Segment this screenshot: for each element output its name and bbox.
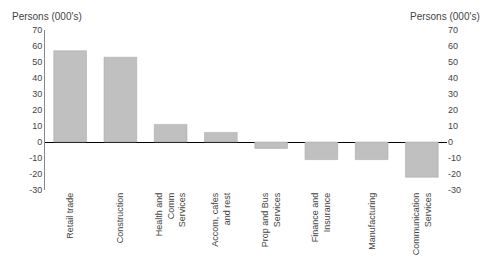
svg-text:20: 20 — [32, 105, 42, 115]
svg-text:70: 70 — [32, 25, 42, 35]
svg-text:30: 30 — [32, 89, 42, 99]
svg-text:-30: -30 — [29, 185, 42, 195]
svg-text:-20: -20 — [29, 169, 42, 179]
svg-text:70: 70 — [448, 25, 458, 35]
svg-text:-30: -30 — [448, 185, 461, 195]
svg-text:10: 10 — [448, 121, 458, 131]
svg-text:-10: -10 — [448, 153, 461, 163]
svg-text:20: 20 — [448, 105, 458, 115]
svg-text:CommunicationServices: CommunicationServices — [411, 192, 433, 255]
svg-text:10: 10 — [32, 121, 42, 131]
svg-text:50: 50 — [32, 57, 42, 67]
svg-text:Persons (000's): Persons (000's) — [12, 11, 82, 22]
svg-text:Construction: Construction — [115, 193, 125, 244]
svg-text:Health andCommServices: Health andCommServices — [154, 192, 187, 236]
svg-text:30: 30 — [448, 89, 458, 99]
svg-text:0: 0 — [448, 137, 453, 147]
svg-text:40: 40 — [32, 73, 42, 83]
svg-text:Prop and BusServices: Prop and BusServices — [260, 192, 282, 247]
svg-text:Manufacturing: Manufacturing — [367, 193, 377, 250]
svg-text:Finance andInsurance: Finance andInsurance — [310, 193, 332, 243]
svg-text:0: 0 — [37, 137, 42, 147]
svg-text:Persons (000's): Persons (000's) — [410, 11, 480, 22]
svg-text:50: 50 — [448, 57, 458, 67]
svg-text:-10: -10 — [29, 153, 42, 163]
svg-text:Retail trade: Retail trade — [65, 193, 75, 239]
svg-text:60: 60 — [32, 41, 42, 51]
svg-text:40: 40 — [448, 73, 458, 83]
svg-text:Accom, cafesand rest: Accom, cafesand rest — [210, 192, 232, 247]
svg-text:60: 60 — [448, 41, 458, 51]
svg-text:-20: -20 — [448, 169, 461, 179]
